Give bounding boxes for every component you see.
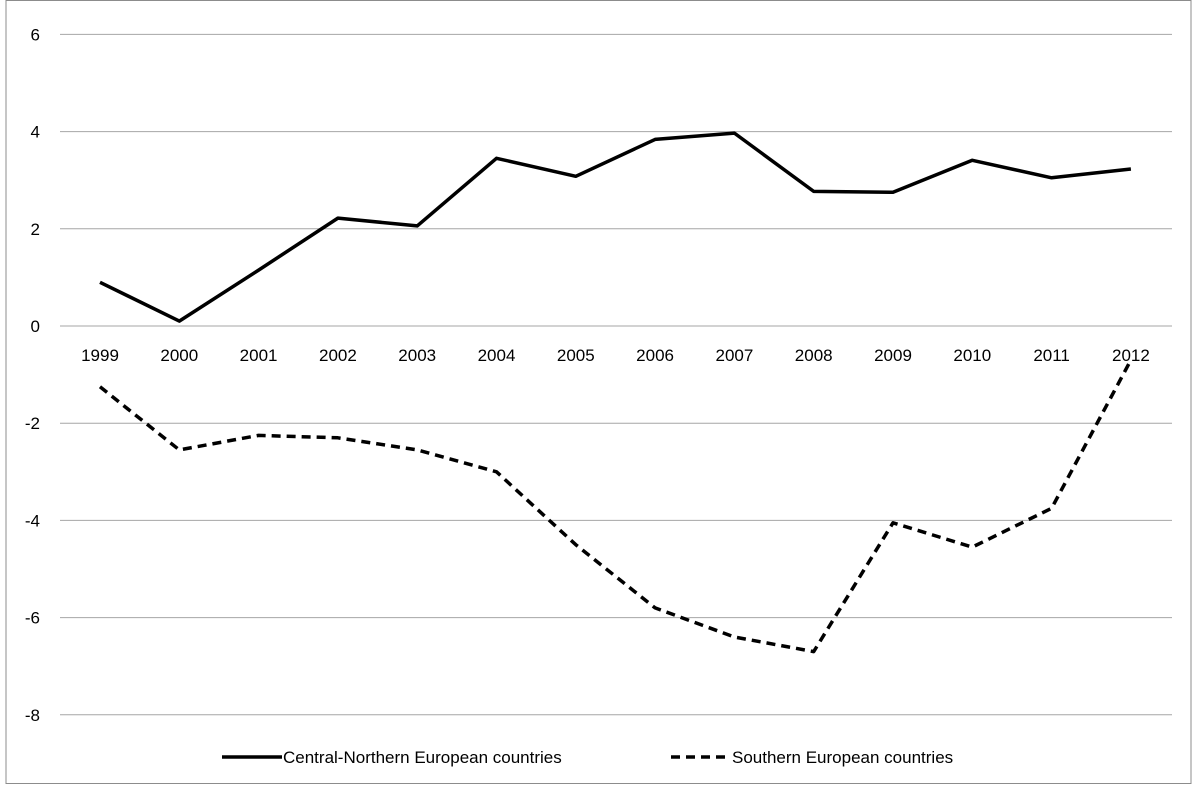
- x-tick-label: 2000: [160, 346, 198, 365]
- legend-item-southern: Southern European countries: [671, 748, 953, 767]
- x-tick-label: 2003: [398, 346, 436, 365]
- series-line-0: [99, 131, 1132, 323]
- legend-label-central-northern: Central-Northern European countries: [283, 748, 562, 767]
- y-tick-label: -8: [25, 706, 40, 725]
- x-tick-label: 2001: [240, 346, 278, 365]
- series-line-1: [98, 359, 1133, 654]
- x-tick-label: 2009: [874, 346, 912, 365]
- gridlines: [60, 33, 1172, 716]
- y-axis-ticks: 6 4 2 0 -2 -4 -6 -8: [25, 25, 40, 724]
- y-tick-label: 6: [31, 25, 40, 44]
- x-tick-label: 2004: [478, 346, 516, 365]
- legend-item-central-northern: Central-Northern European countries: [222, 748, 562, 767]
- chart-border: [5, 0, 1192, 784]
- x-tick-label: 2008: [795, 346, 833, 365]
- x-tick-label: 2010: [953, 346, 991, 365]
- x-tick-label: 2007: [715, 346, 753, 365]
- x-tick-label: 2002: [319, 346, 357, 365]
- y-tick-label: 0: [31, 317, 40, 336]
- y-tick-label: -2: [25, 414, 40, 433]
- y-tick-label: 4: [31, 123, 40, 142]
- legend-label-southern: Southern European countries: [732, 748, 953, 767]
- y-tick-label: 2: [31, 220, 40, 239]
- y-tick-label: -4: [25, 511, 40, 530]
- x-axis-ticks: 1999 2000 2001 2002 2003 2004 2005 2006 2007 2008…: [81, 346, 1150, 365]
- series-lines: [98, 131, 1133, 654]
- legend: Central-Northern European countries Sout…: [222, 748, 953, 767]
- x-tick-label: 2012: [1112, 346, 1150, 365]
- y-tick-label: -6: [25, 609, 40, 628]
- x-tick-label: 2005: [557, 346, 595, 365]
- x-tick-label: 2006: [636, 346, 674, 365]
- x-tick-label: 1999: [81, 346, 119, 365]
- x-tick-label: 2011: [1033, 346, 1070, 365]
